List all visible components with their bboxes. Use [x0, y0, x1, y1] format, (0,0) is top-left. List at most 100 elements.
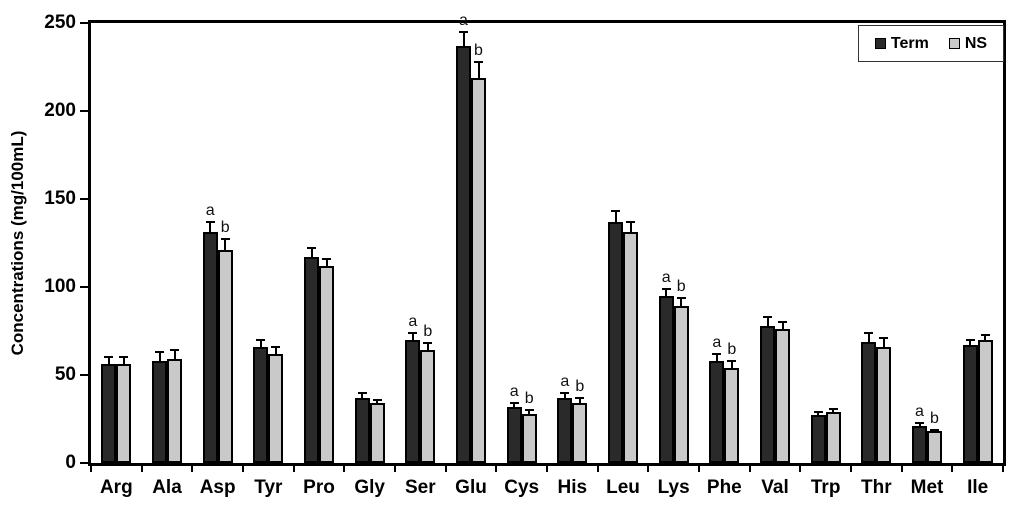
y-axis-tick	[80, 22, 88, 24]
x-axis-tick	[292, 466, 295, 472]
legend-swatch-ns	[948, 38, 960, 49]
error-bar-stem	[158, 352, 161, 362]
bar-ns-trp	[825, 411, 841, 463]
bar-term-ser	[405, 339, 421, 463]
error-bar-cap	[104, 356, 114, 359]
error-bar-cap	[220, 238, 230, 241]
error-bar-stem	[122, 357, 125, 366]
error-bar-cap	[930, 428, 939, 431]
error-bar-stem	[310, 248, 313, 259]
error-bar-cap	[271, 345, 281, 348]
error-bar-stem	[411, 332, 414, 341]
error-bar-cap	[459, 30, 468, 33]
bar-term-ile	[962, 345, 978, 463]
error-bar-cap	[778, 321, 787, 324]
x-axis-tick	[140, 466, 143, 472]
error-bar-cap	[611, 210, 620, 213]
x-tick-label-trp: Trp	[810, 477, 841, 498]
x-axis-tick	[444, 466, 447, 472]
significance-letter-asp-a: a	[205, 201, 215, 219]
bar-ns-ile	[977, 339, 993, 463]
error-bar-stem	[578, 397, 581, 405]
y-axis-tick	[80, 374, 88, 376]
bar-ns-ala	[167, 359, 182, 463]
error-bar-cap	[763, 315, 772, 318]
bar-ns-val	[775, 329, 790, 463]
y-tick-label: 150	[44, 188, 76, 209]
bar-ns-met	[927, 431, 942, 463]
bar-term-tyr	[253, 346, 269, 463]
error-bar-stem	[477, 61, 480, 79]
x-axis-tick	[900, 466, 903, 472]
y-tick-label: 0	[65, 452, 76, 473]
error-bar-stem	[224, 239, 227, 252]
error-bar-cap	[712, 352, 722, 355]
x-tick-label-his: His	[557, 477, 588, 498]
error-bar-cap	[813, 410, 823, 413]
error-bar-stem	[259, 339, 262, 348]
y-tick-label: 250	[44, 12, 76, 33]
x-tick-label-ile: Ile	[967, 477, 989, 498]
bar-ns-his	[572, 403, 588, 463]
bar-term-val	[760, 325, 775, 463]
x-axis-tick	[394, 466, 396, 472]
error-bar-cap	[575, 396, 585, 399]
error-bar-stem	[513, 403, 516, 408]
x-tick-label-met: Met	[910, 477, 944, 498]
error-bar-stem	[325, 258, 328, 267]
bar-ns-glu	[471, 77, 486, 463]
error-bar-stem	[361, 392, 364, 399]
error-bar-cap	[560, 391, 570, 394]
error-bar-cap	[474, 60, 483, 63]
x-tick-label-lys: Lys	[657, 477, 690, 498]
bar-ns-phe	[724, 367, 740, 463]
bar-term-lys	[658, 295, 674, 463]
x-axis-tick	[242, 466, 244, 472]
bar-term-gly	[354, 397, 370, 463]
bar-term-glu	[456, 45, 471, 463]
error-bar-stem	[426, 343, 429, 352]
error-bar-cap	[509, 402, 519, 405]
y-tick-label: 200	[44, 100, 76, 121]
error-bar-cap	[423, 342, 433, 345]
x-tick-label-ser: Ser	[405, 477, 436, 498]
x-tick-label-cys: Cys	[504, 477, 540, 498]
error-bar-cap	[626, 220, 635, 223]
bar-term-phe	[709, 360, 725, 463]
bar-term-arg	[101, 364, 117, 463]
error-bar-stem	[614, 211, 617, 223]
error-bar-stem	[629, 221, 632, 234]
error-bar-cap	[727, 359, 737, 362]
y-axis-tick	[80, 462, 88, 464]
x-axis-tick	[799, 466, 802, 472]
bar-term-trp	[810, 415, 826, 463]
y-axis-title: Concentrations (mg/100mL)	[8, 130, 27, 356]
error-bar-stem	[730, 360, 733, 369]
error-bar-cap	[864, 331, 874, 334]
bar-ns-ser	[420, 350, 436, 463]
significance-letter-cys-a: a	[509, 383, 519, 401]
significance-letter-glu-a: a	[459, 11, 468, 29]
significance-letter-his-a: a	[560, 372, 570, 390]
x-axis-tick	[90, 466, 92, 472]
x-axis-tick	[850, 466, 852, 472]
error-bar-cap	[676, 296, 686, 299]
error-bar-cap	[524, 409, 534, 412]
error-bar-stem	[867, 332, 870, 343]
x-tick-label-gly: Gly	[354, 477, 385, 498]
x-axis-tick	[698, 466, 700, 472]
significance-letter-lys-b: b	[676, 277, 686, 295]
error-bar-stem	[563, 392, 566, 399]
error-bar-stem	[107, 357, 110, 366]
legend-item-ns: NS	[948, 35, 987, 53]
significance-letter-cys-b: b	[524, 390, 534, 408]
x-tick-label-leu: Leu	[606, 477, 640, 498]
x-tick-label-tyr: Tyr	[254, 477, 283, 498]
significance-letter-met-b: b	[930, 409, 939, 427]
error-bar-stem	[984, 334, 987, 341]
x-axis-tick	[343, 466, 346, 472]
bar-ns-cys	[521, 413, 537, 463]
x-axis-tick	[596, 466, 599, 472]
error-bar-stem	[933, 429, 936, 433]
